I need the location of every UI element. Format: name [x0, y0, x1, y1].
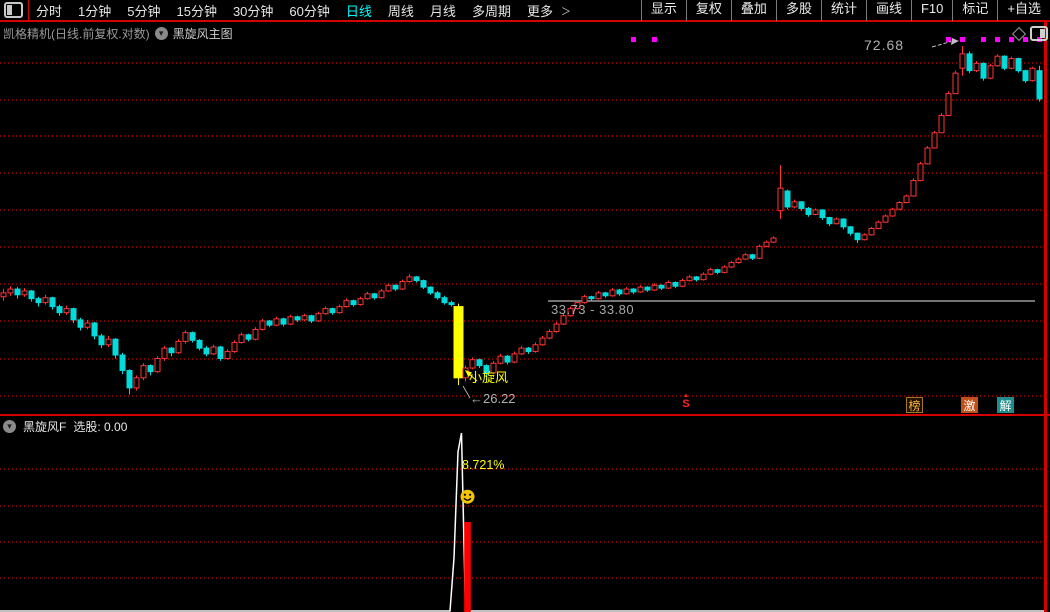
- stock-title: 凯格精机(日线.前复权.对数): [3, 27, 150, 41]
- panel-right-border: [1044, 22, 1047, 612]
- split-pane-icon[interactable]: [4, 2, 23, 18]
- sub-indicator-name: 黑旋风F: [23, 420, 67, 434]
- split-pane-icon-right[interactable]: [1030, 26, 1048, 41]
- toolbar-action-+自选[interactable]: +自选: [997, 0, 1050, 21]
- smiley-icon: [460, 489, 475, 504]
- tab-period-更多[interactable]: 更多: [526, 3, 553, 19]
- sub-peak-value-label: 8.721%: [462, 458, 505, 472]
- toolbar-action-F10[interactable]: F10: [910, 0, 952, 21]
- tab-period-5分钟[interactable]: 5分钟: [127, 3, 161, 19]
- chevron-down-circle-icon[interactable]: ▾: [3, 420, 16, 433]
- toolbar-separator: [28, 0, 29, 21]
- tab-period-日线[interactable]: 日线: [345, 3, 372, 19]
- main-chart-header: 凯格精机(日线.前复权.对数) ▾ 黑旋风主图: [3, 25, 233, 42]
- period-tabs: 分时 1分钟 5分钟 15分钟 30分钟 60分钟 日线 周线 月线 多周期 更多 ＞: [29, 1, 571, 20]
- tab-period-多周期[interactable]: 多周期: [471, 3, 511, 19]
- split-pane-icon-fill: [1040, 29, 1045, 38]
- toolbar-action-统计[interactable]: 统计: [820, 0, 866, 21]
- chevron-right-icon[interactable]: ＞: [560, 6, 571, 18]
- toolbar-action-标记[interactable]: 标记: [952, 0, 997, 21]
- chevron-down-circle-icon[interactable]: ▾: [154, 27, 168, 40]
- toolbar-action-画线[interactable]: 画线: [865, 0, 911, 21]
- panel-divider[interactable]: [0, 414, 1050, 416]
- up-arrow-icon: ▲: [683, 393, 689, 399]
- toolbar-action-多股[interactable]: 多股: [775, 0, 821, 21]
- sell-signal-marker: ▲ S: [678, 393, 694, 410]
- sub-chart-header: ▾ 黑旋风F 选股: 0.00: [3, 418, 127, 435]
- tab-period-分时[interactable]: 分时: [36, 3, 63, 19]
- toolbar-action-显示[interactable]: 显示: [640, 0, 686, 21]
- toolbar: 分时 1分钟 5分钟 15分钟 30分钟 60分钟 日线 周线 月线 多周期 更多 ＞ 显示 复权 叠加多…: [0, 0, 1050, 22]
- high-price-label: 72.68: [864, 37, 905, 53]
- tab-period-周线[interactable]: 周线: [387, 3, 414, 19]
- toolbar-actions: 显示 复权 叠加 多股 统计 画线 F10 标记 +自选: [640, 0, 1050, 21]
- badge-榜[interactable]: 榜: [906, 397, 923, 413]
- sell-marker-letter: S: [682, 398, 690, 410]
- tab-period-60分钟[interactable]: 60分钟: [289, 3, 330, 19]
- tab-period-1分钟[interactable]: 1分钟: [78, 3, 112, 19]
- toolbar-action-复权[interactable]: 复权: [685, 0, 731, 21]
- price-range-label: 33.73 - 33.80: [551, 302, 635, 317]
- main-indicator-label: 黑旋风主图: [172, 27, 233, 41]
- tab-period-月线[interactable]: 月线: [429, 3, 456, 19]
- sub-indicator-param: 选股: 0.00: [73, 420, 128, 434]
- tab-period-30分钟[interactable]: 30分钟: [232, 3, 274, 19]
- toolbar-action-叠加[interactable]: 叠加: [730, 0, 776, 21]
- low-price-label: ←26.22: [470, 391, 516, 406]
- tab-period-15分钟[interactable]: 15分钟: [176, 3, 217, 19]
- split-pane-icon-fill: [7, 5, 12, 15]
- badge-激[interactable]: 激: [961, 397, 978, 413]
- badge-解[interactable]: 解: [997, 397, 1014, 413]
- signal-annotation: 小旋风: [469, 370, 509, 385]
